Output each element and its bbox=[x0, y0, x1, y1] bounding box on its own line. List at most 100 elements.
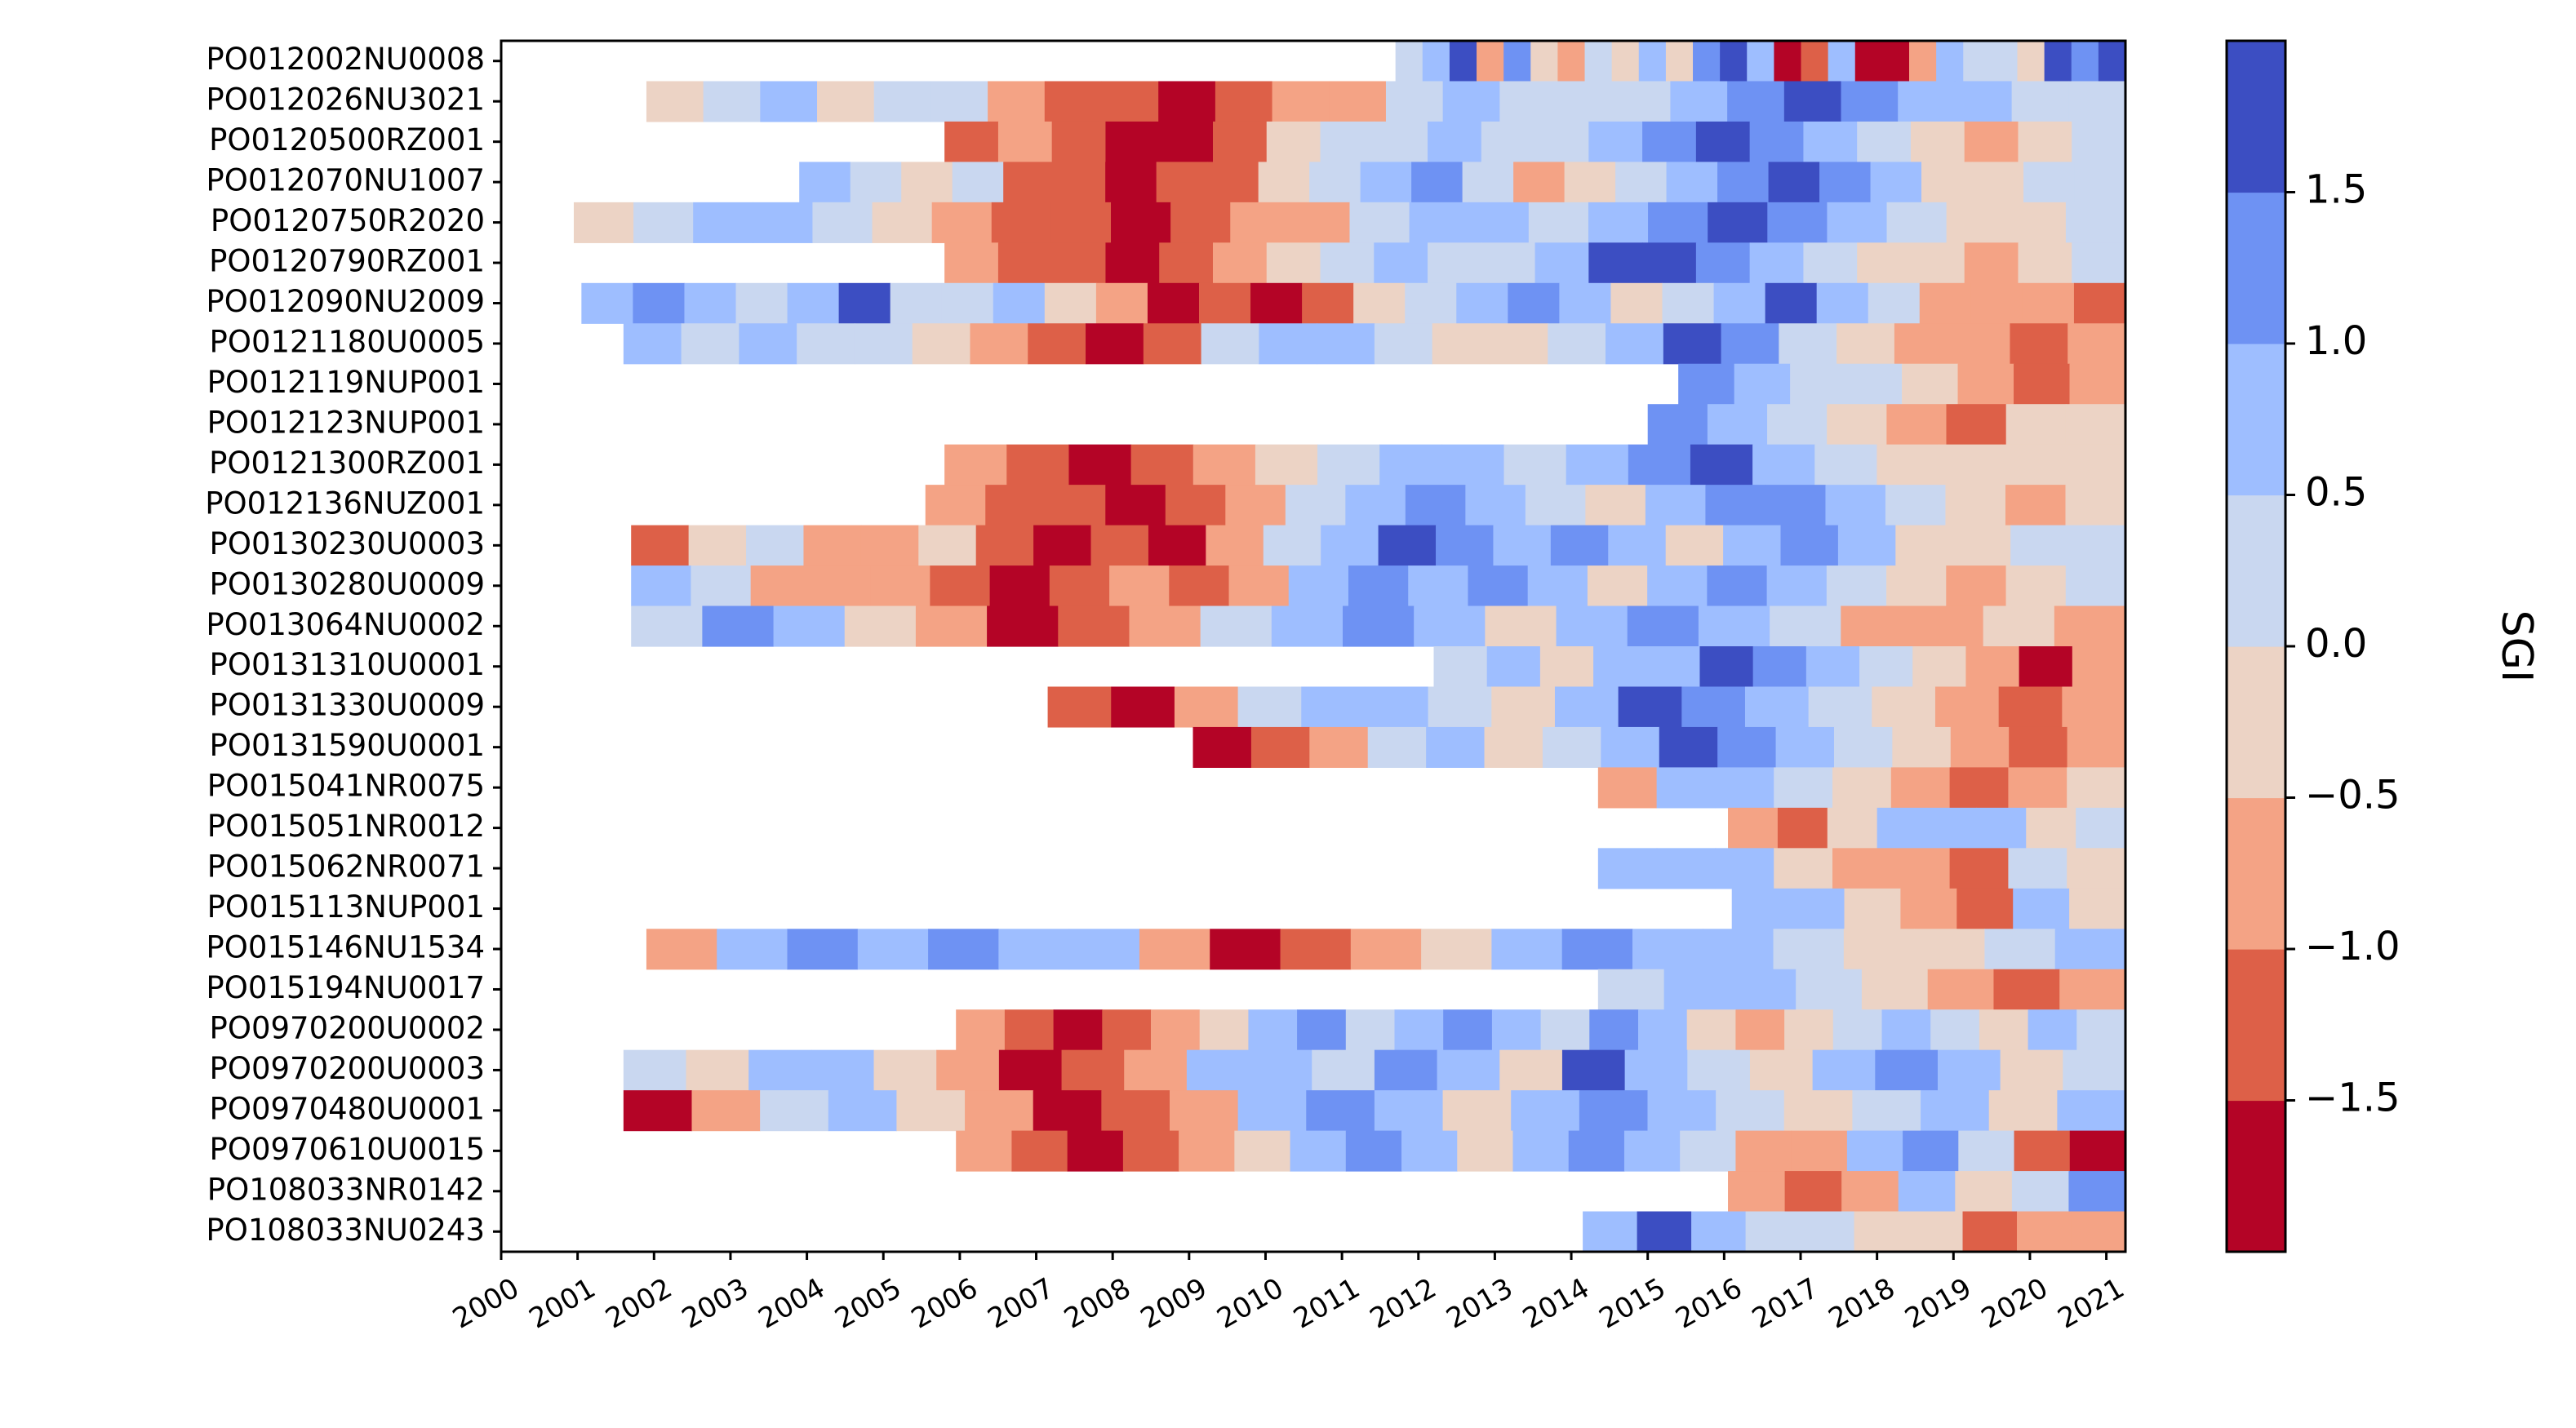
heatmap-cell bbox=[1465, 485, 1526, 526]
heatmap-cell bbox=[956, 1130, 1013, 1172]
heatmap-cell bbox=[2018, 242, 2072, 284]
heatmap-cell bbox=[1854, 1211, 1909, 1253]
heatmap-cell bbox=[985, 485, 1046, 526]
heatmap-cell bbox=[693, 202, 753, 243]
heatmap-cell bbox=[1095, 282, 1148, 324]
heatmap-cell bbox=[1394, 1009, 1444, 1051]
heatmap-cell bbox=[2054, 929, 2126, 970]
heatmap-cell bbox=[623, 323, 682, 365]
heatmap-cell bbox=[1329, 81, 1387, 122]
heatmap-cell bbox=[1374, 1049, 1438, 1091]
heatmap-cell bbox=[2069, 1130, 2126, 1172]
heatmap-cell bbox=[1033, 525, 1092, 566]
heatmap-cell bbox=[931, 202, 993, 243]
heatmap-cell bbox=[1814, 444, 1877, 486]
heatmap-cell bbox=[1159, 121, 1214, 162]
heatmap-cell bbox=[1485, 605, 1557, 647]
y-tick-label: PO0120500RZ001 bbox=[209, 122, 485, 157]
heatmap-cell bbox=[1259, 323, 1317, 365]
heatmap-cell bbox=[1728, 807, 1779, 849]
heatmap-cell bbox=[1745, 1211, 1801, 1253]
y-tick-label: PO108033NU0243 bbox=[206, 1213, 485, 1248]
heatmap-cell bbox=[1727, 81, 1785, 122]
heatmap-cell bbox=[1428, 121, 1482, 162]
heatmap-cell bbox=[1784, 1171, 1842, 1213]
heatmap-cell bbox=[1408, 565, 1469, 607]
heatmap-cell bbox=[1638, 41, 1667, 82]
heatmap-cell bbox=[1735, 1009, 1785, 1051]
colorbar-tick-label: −1.0 bbox=[2305, 924, 2401, 969]
heatmap-cell bbox=[1645, 485, 1707, 526]
heatmap-cell bbox=[2044, 41, 2072, 82]
heatmap-cell bbox=[1946, 202, 2007, 243]
heatmap-cell bbox=[936, 1049, 1000, 1091]
heatmap-cell bbox=[1964, 242, 2019, 284]
y-tick-label: PO015113NUP001 bbox=[207, 889, 485, 925]
heatmap-cell bbox=[2013, 888, 2070, 929]
heatmap-cell bbox=[1647, 404, 1708, 446]
heatmap-cell bbox=[2023, 162, 2076, 203]
heatmap-cell bbox=[1777, 807, 1828, 849]
heatmap-cell bbox=[1752, 646, 1807, 688]
y-tick-label: PO012119NUP001 bbox=[207, 365, 485, 400]
y-tick-label: PO015041NR0075 bbox=[207, 769, 485, 804]
colorbar-segment bbox=[2227, 41, 2285, 193]
colorbar-segment bbox=[2227, 344, 2285, 496]
heatmap-cell bbox=[1945, 485, 2006, 526]
heatmap-cell bbox=[1588, 121, 1643, 162]
heatmap-cell bbox=[1378, 525, 1437, 566]
heatmap-cell bbox=[1765, 282, 1818, 324]
heatmap-cell bbox=[1844, 888, 1902, 929]
heatmap-cell bbox=[1618, 686, 1682, 728]
heatmap-cell bbox=[1585, 485, 1646, 526]
heatmap-cell bbox=[1367, 726, 1427, 768]
heatmap-cell bbox=[1963, 41, 1991, 82]
heatmap-cell bbox=[1548, 323, 1606, 365]
heatmap-cell bbox=[1663, 323, 1722, 365]
heatmap-cell bbox=[1965, 646, 2020, 688]
heatmap-cell bbox=[1766, 565, 1828, 607]
heatmap-cell bbox=[1597, 848, 1658, 889]
y-tick-label: PO0121180U0005 bbox=[210, 325, 485, 360]
heatmap-cell bbox=[1642, 121, 1697, 162]
heatmap-cell bbox=[1703, 929, 1774, 970]
heatmap-cell bbox=[1028, 323, 1086, 365]
heatmap-cell bbox=[1857, 121, 1912, 162]
heatmap-cell bbox=[1927, 969, 1995, 1010]
heatmap-cell bbox=[1462, 162, 1514, 203]
heatmap-cell bbox=[1803, 121, 1858, 162]
y-axis-tick-labels: PO012002NU0008 PO012026NU3021 PO0120500RZ0… bbox=[205, 42, 501, 1248]
heatmap-cell bbox=[1665, 525, 1724, 566]
heatmap-cell bbox=[1564, 162, 1616, 203]
heatmap-cell bbox=[1846, 1130, 1903, 1172]
heatmap-cell bbox=[1885, 485, 1947, 526]
heatmap-cell bbox=[1952, 323, 2011, 365]
heatmap-cell bbox=[2067, 848, 2126, 889]
heatmap-cell bbox=[2008, 848, 2067, 889]
heatmap-cell bbox=[1385, 81, 1444, 122]
heatmap-cell bbox=[787, 929, 859, 970]
heatmap-cell bbox=[1301, 686, 1366, 728]
heatmap-cell bbox=[1623, 1130, 1681, 1172]
heatmap-cell bbox=[703, 81, 761, 122]
heatmap-cell bbox=[1637, 1211, 1692, 1253]
heatmap-cell bbox=[970, 323, 1028, 365]
heatmap-cell bbox=[1775, 726, 1835, 768]
heatmap-cell bbox=[2009, 726, 2068, 768]
heatmap-cell bbox=[1615, 162, 1668, 203]
heatmap-cell bbox=[812, 202, 873, 243]
heatmap-cell bbox=[2005, 404, 2067, 446]
heatmap-cell bbox=[930, 81, 988, 122]
heatmap-cell bbox=[1952, 525, 2011, 566]
heatmap-cell bbox=[1250, 726, 1310, 768]
heatmap-cell bbox=[1608, 525, 1667, 566]
heatmap-cell bbox=[1250, 282, 1303, 324]
heatmap-cell bbox=[901, 162, 953, 203]
heatmap-cell bbox=[1687, 1049, 1751, 1091]
heatmap-cell bbox=[1493, 525, 1552, 566]
heatmap-cell bbox=[1841, 81, 1899, 122]
heatmap-cell bbox=[1728, 1171, 1786, 1213]
heatmap-cell bbox=[1845, 363, 1903, 405]
heatmap-cell bbox=[1881, 1009, 1931, 1051]
heatmap-cell bbox=[2072, 646, 2126, 688]
